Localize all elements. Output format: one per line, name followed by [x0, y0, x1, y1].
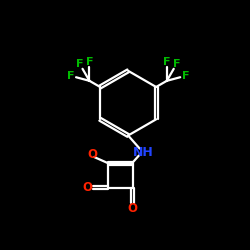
Text: O: O — [87, 148, 97, 161]
Text: O: O — [82, 181, 92, 194]
Text: NH: NH — [133, 146, 154, 159]
Text: F: F — [67, 71, 74, 81]
Text: O: O — [128, 202, 138, 215]
Text: F: F — [182, 71, 189, 81]
Text: F: F — [163, 56, 170, 66]
Text: F: F — [76, 59, 84, 69]
Text: F: F — [173, 59, 180, 69]
Text: F: F — [86, 56, 93, 66]
